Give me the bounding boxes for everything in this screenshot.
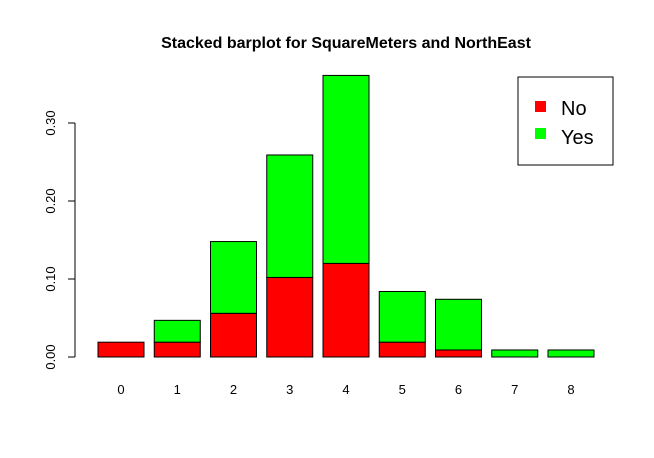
- bars: [97, 74, 595, 358]
- bar-no-4: [322, 262, 370, 358]
- bar-yes-6: [435, 298, 482, 351]
- bar-no-1: [153, 341, 201, 358]
- x-tick-label: 8: [567, 382, 574, 397]
- legend-label-yes: Yes: [561, 127, 594, 149]
- bar-no-5: [378, 341, 426, 358]
- legend: No Yes: [517, 76, 614, 166]
- y-axis: 0.00 0.10 0.20 0.30: [43, 110, 76, 370]
- y-tick-label: 0.30: [43, 110, 58, 135]
- legend-box: [517, 76, 614, 166]
- x-tick-label: 1: [174, 382, 181, 397]
- x-tick-labels: 0 1 2 3 4 5 6 7 8: [117, 382, 574, 397]
- legend-swatch-yes: [535, 128, 546, 139]
- bar-yes-4: [322, 74, 370, 264]
- bar-yes-5: [378, 290, 426, 343]
- y-tick-label: 0.10: [43, 266, 58, 291]
- x-tick-label: 3: [286, 382, 293, 397]
- y-tick-label: 0.20: [43, 188, 58, 213]
- bar-no-3: [266, 276, 314, 358]
- bar-no-0: [97, 341, 145, 358]
- bar-yes-7: [491, 349, 539, 358]
- legend-label-no: No: [561, 98, 587, 120]
- x-tick-label: 0: [117, 382, 124, 397]
- x-tick-label: 6: [455, 382, 462, 397]
- bar-no-2: [210, 312, 257, 358]
- y-tick-label: 0.00: [43, 344, 58, 369]
- bar-yes-1: [153, 319, 201, 343]
- bar-yes-2: [210, 241, 257, 314]
- x-tick-label: 4: [342, 382, 349, 397]
- legend-swatch-no: [535, 101, 546, 112]
- bar-yes-3: [266, 154, 314, 278]
- chart-title: Stacked barplot for SquareMeters and Nor…: [161, 35, 532, 52]
- x-tick-label: 2: [230, 382, 237, 397]
- x-tick-label: 5: [399, 382, 406, 397]
- x-tick-label: 7: [511, 382, 518, 397]
- bar-yes-8: [547, 349, 595, 358]
- bar-no-6: [435, 349, 482, 358]
